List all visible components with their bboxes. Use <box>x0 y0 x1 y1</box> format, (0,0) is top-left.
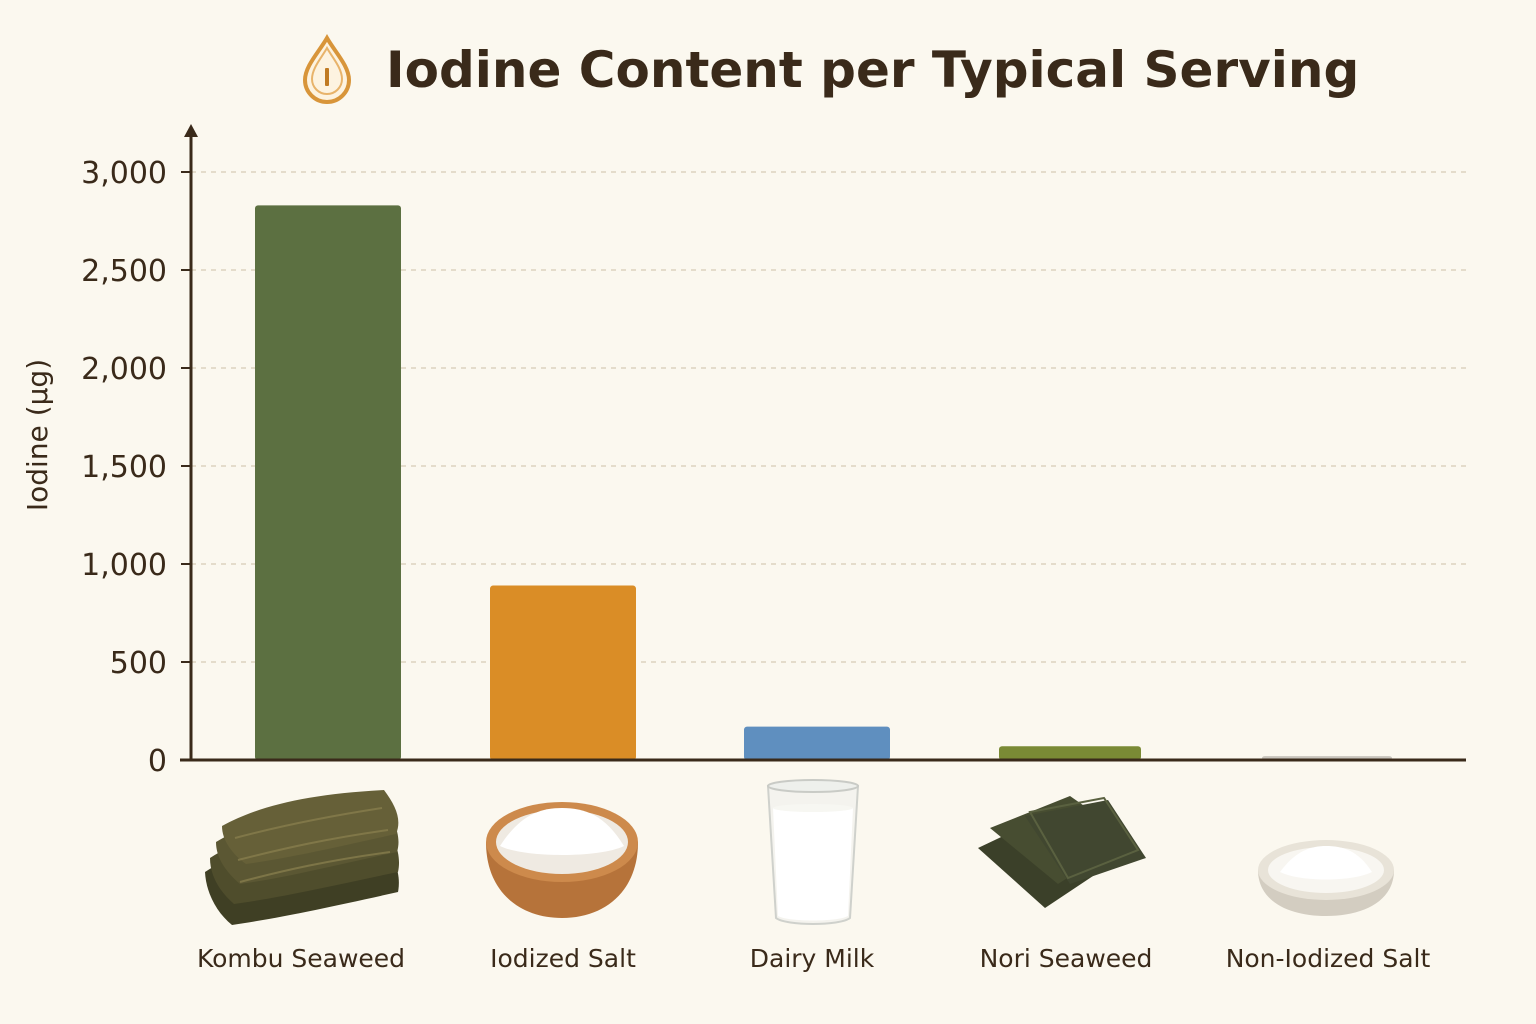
salt-dish-icon <box>1258 840 1394 916</box>
y-tick-label: 1,000 <box>81 548 167 583</box>
x-axis-categories: Kombu Seaweed Iodized Salt Dairy Milk Nori … <box>197 944 1431 973</box>
kombu-seaweed-icon <box>205 790 400 925</box>
bars <box>255 205 1392 760</box>
gridlines <box>191 171 1466 663</box>
x-category-label: Dairy Milk <box>750 944 875 973</box>
y-tick-label: 0 <box>148 744 167 779</box>
nori-seaweed-icon <box>978 796 1146 908</box>
bar-dairy-milk <box>744 726 890 760</box>
y-tick-label: 2,000 <box>81 352 167 387</box>
y-tick-label: 2,500 <box>81 254 167 289</box>
salt-bowl-icon <box>486 802 638 918</box>
y-axis-ticks: 0 500 1,000 1,500 2,000 2,500 3,000 <box>81 156 191 779</box>
x-category-label: Iodized Salt <box>490 944 636 973</box>
chart-title: Iodine Content per Typical Serving <box>386 41 1359 99</box>
y-tick-label: 1,500 <box>81 450 167 485</box>
milk-glass-icon <box>766 779 860 925</box>
iodine-drop-icon <box>302 33 352 104</box>
x-category-label: Non-Iodized Salt <box>1226 944 1431 973</box>
x-category-label: Kombu Seaweed <box>197 944 405 973</box>
bar-nori-seaweed <box>999 746 1141 760</box>
bar-kombu-seaweed <box>255 205 401 760</box>
y-axis-arrow-icon <box>184 124 198 137</box>
y-tick-label: 500 <box>110 646 167 681</box>
bar-iodized-salt <box>490 585 636 760</box>
y-axis-label: Iodine (µg) <box>21 359 54 511</box>
x-category-label: Nori Seaweed <box>980 944 1153 973</box>
y-tick-label: 3,000 <box>81 156 167 191</box>
